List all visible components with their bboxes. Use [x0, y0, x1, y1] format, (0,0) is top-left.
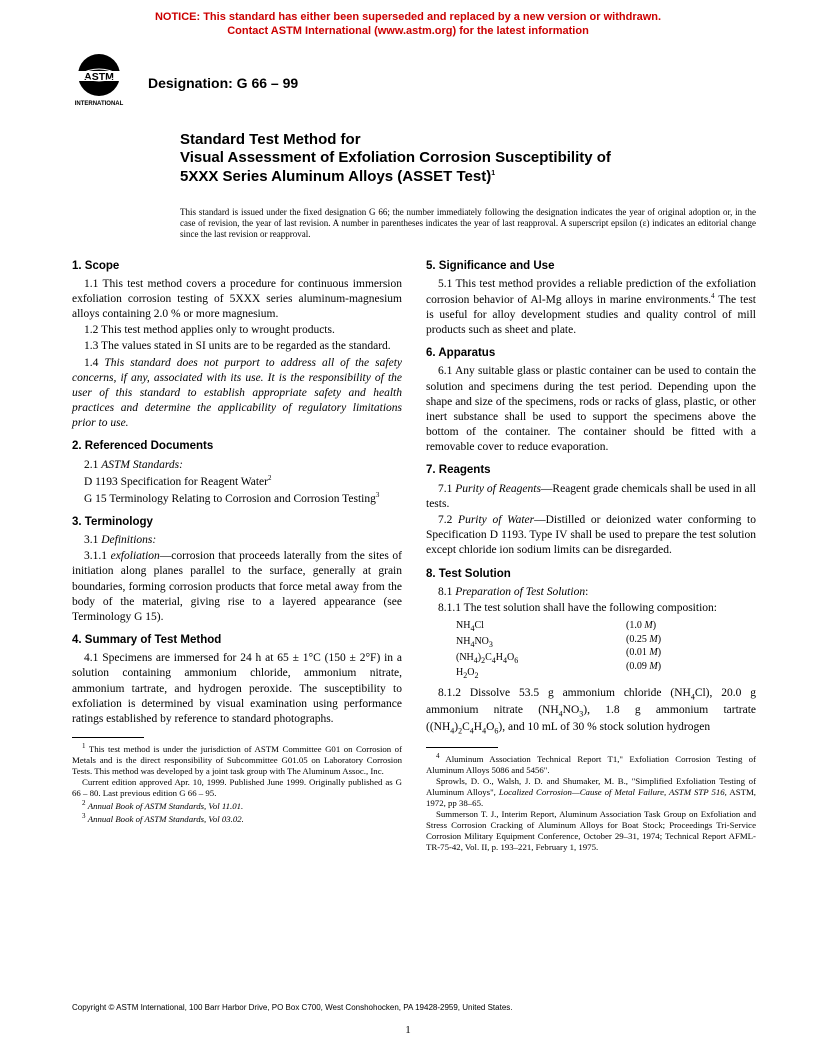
s2-head: 2. Referenced Documents	[72, 439, 402, 454]
fn1b: Current edition approved Apr. 10, 1999. …	[72, 777, 402, 799]
s2-1: 2.1 ASTM Standards:	[72, 458, 402, 473]
comp-l-2: (NH4)2C4H4O6	[456, 651, 626, 667]
s7-head: 7. Reagents	[426, 463, 756, 478]
s8-1: 8.1 Preparation of Test Solution:	[426, 585, 756, 600]
issuance-note: This standard is issued under the fixed …	[0, 195, 816, 241]
footnote-rule-left	[72, 737, 144, 738]
astm-logo: ASTM INTERNATIONAL	[72, 53, 134, 109]
s8-1-2: 8.1.2 Dissolve 53.5 g ammonium chloride …	[426, 686, 756, 737]
body-columns: 1. Scope 1.1 This test method covers a p…	[0, 241, 816, 853]
s7-1: 7.1 Purity of Reagents—Reagent grade che…	[426, 482, 756, 512]
notice-banner: NOTICE: This standard has either been su…	[0, 0, 816, 45]
fn4a: 4 Aluminum Association Technical Report …	[426, 752, 756, 776]
s1-3: 1.3 The values stated in SI units are to…	[72, 339, 402, 354]
title-line2b: 5XXX Series Aluminum Alloys (ASSET Test)…	[180, 168, 756, 187]
s6-head: 6. Apparatus	[426, 346, 756, 361]
s5-head: 5. Significance and Use	[426, 259, 756, 274]
notice-line2: Contact ASTM International (www.astm.org…	[227, 25, 589, 37]
header-row: ASTM INTERNATIONAL Designation: G 66 – 9…	[0, 45, 816, 109]
s4-head: 4. Summary of Test Method	[72, 633, 402, 648]
s6-1: 6.1 Any suitable glass or plastic contai…	[426, 364, 756, 455]
s3-1-1: 3.1.1 exfoliation—corrosion that proceed…	[72, 549, 402, 625]
fn4b: Sprowls, D. O., Walsh, J. D. and Shumake…	[426, 776, 756, 809]
comp-r-0: (1.0 M)	[626, 619, 661, 633]
s8-1-1: 8.1.1 The test solution shall have the f…	[426, 601, 756, 616]
s2-g15: G 15 Terminology Relating to Corrosion a…	[84, 491, 402, 507]
s1-1: 1.1 This test method covers a procedure …	[72, 277, 402, 323]
title-block: Standard Test Method for Visual Assessme…	[0, 109, 816, 195]
copyright-line: Copyright © ASTM International, 100 Barr…	[72, 1003, 756, 1012]
right-column: 5. Significance and Use 5.1 This test me…	[426, 259, 756, 853]
s4-1: 4.1 Specimens are immersed for 24 h at 6…	[72, 651, 402, 727]
s5-1: 5.1 This test method provides a reliable…	[426, 277, 756, 339]
comp-l-1: NH4NO3	[456, 635, 626, 651]
s1-4: 1.4 This standard does not purport to ad…	[72, 356, 402, 432]
comp-r-2: (0.01 M)	[626, 646, 661, 660]
designation-text: Designation: G 66 – 99	[148, 71, 298, 91]
s1-head: 1. Scope	[72, 259, 402, 274]
fn4c: Summerson T. J., Interim Report, Aluminu…	[426, 809, 756, 853]
fn2: 2 Annual Book of ASTM Standards, Vol 11.…	[72, 799, 402, 812]
composition-table: NH4Cl NH4NO3 (NH4)2C4H4O6 H2O2 (1.0 M) (…	[426, 617, 756, 686]
fn3: 3 Annual Book of ASTM Standards, Vol 03.…	[72, 812, 402, 825]
s1-2: 1.2 This test method applies only to wro…	[72, 323, 402, 338]
s2-d1193: D 1193 Specification for Reagent Water2	[84, 474, 402, 490]
left-column: 1. Scope 1.1 This test method covers a p…	[72, 259, 402, 853]
title-line2a: Visual Assessment of Exfoliation Corrosi…	[180, 149, 756, 168]
comp-l-0: NH4Cl	[456, 619, 626, 635]
comp-r-1: (0.25 M)	[626, 633, 661, 647]
s3-1: 3.1 Definitions:	[72, 533, 402, 548]
s3-head: 3. Terminology	[72, 515, 402, 530]
page-number: 1	[0, 1024, 816, 1036]
comp-r-3: (0.09 M)	[626, 660, 661, 674]
comp-l-3: H2O2	[456, 666, 626, 682]
s7-2: 7.2 Purity of Water—Distilled or deioniz…	[426, 513, 756, 559]
logo-intl-text: INTERNATIONAL	[75, 101, 124, 107]
notice-line1: NOTICE: This standard has either been su…	[155, 11, 661, 23]
fn1: 1 This test method is under the jurisdic…	[72, 742, 402, 777]
footnote-rule-right	[426, 747, 498, 748]
title-line1: Standard Test Method for	[180, 131, 756, 150]
s8-head: 8. Test Solution	[426, 567, 756, 582]
